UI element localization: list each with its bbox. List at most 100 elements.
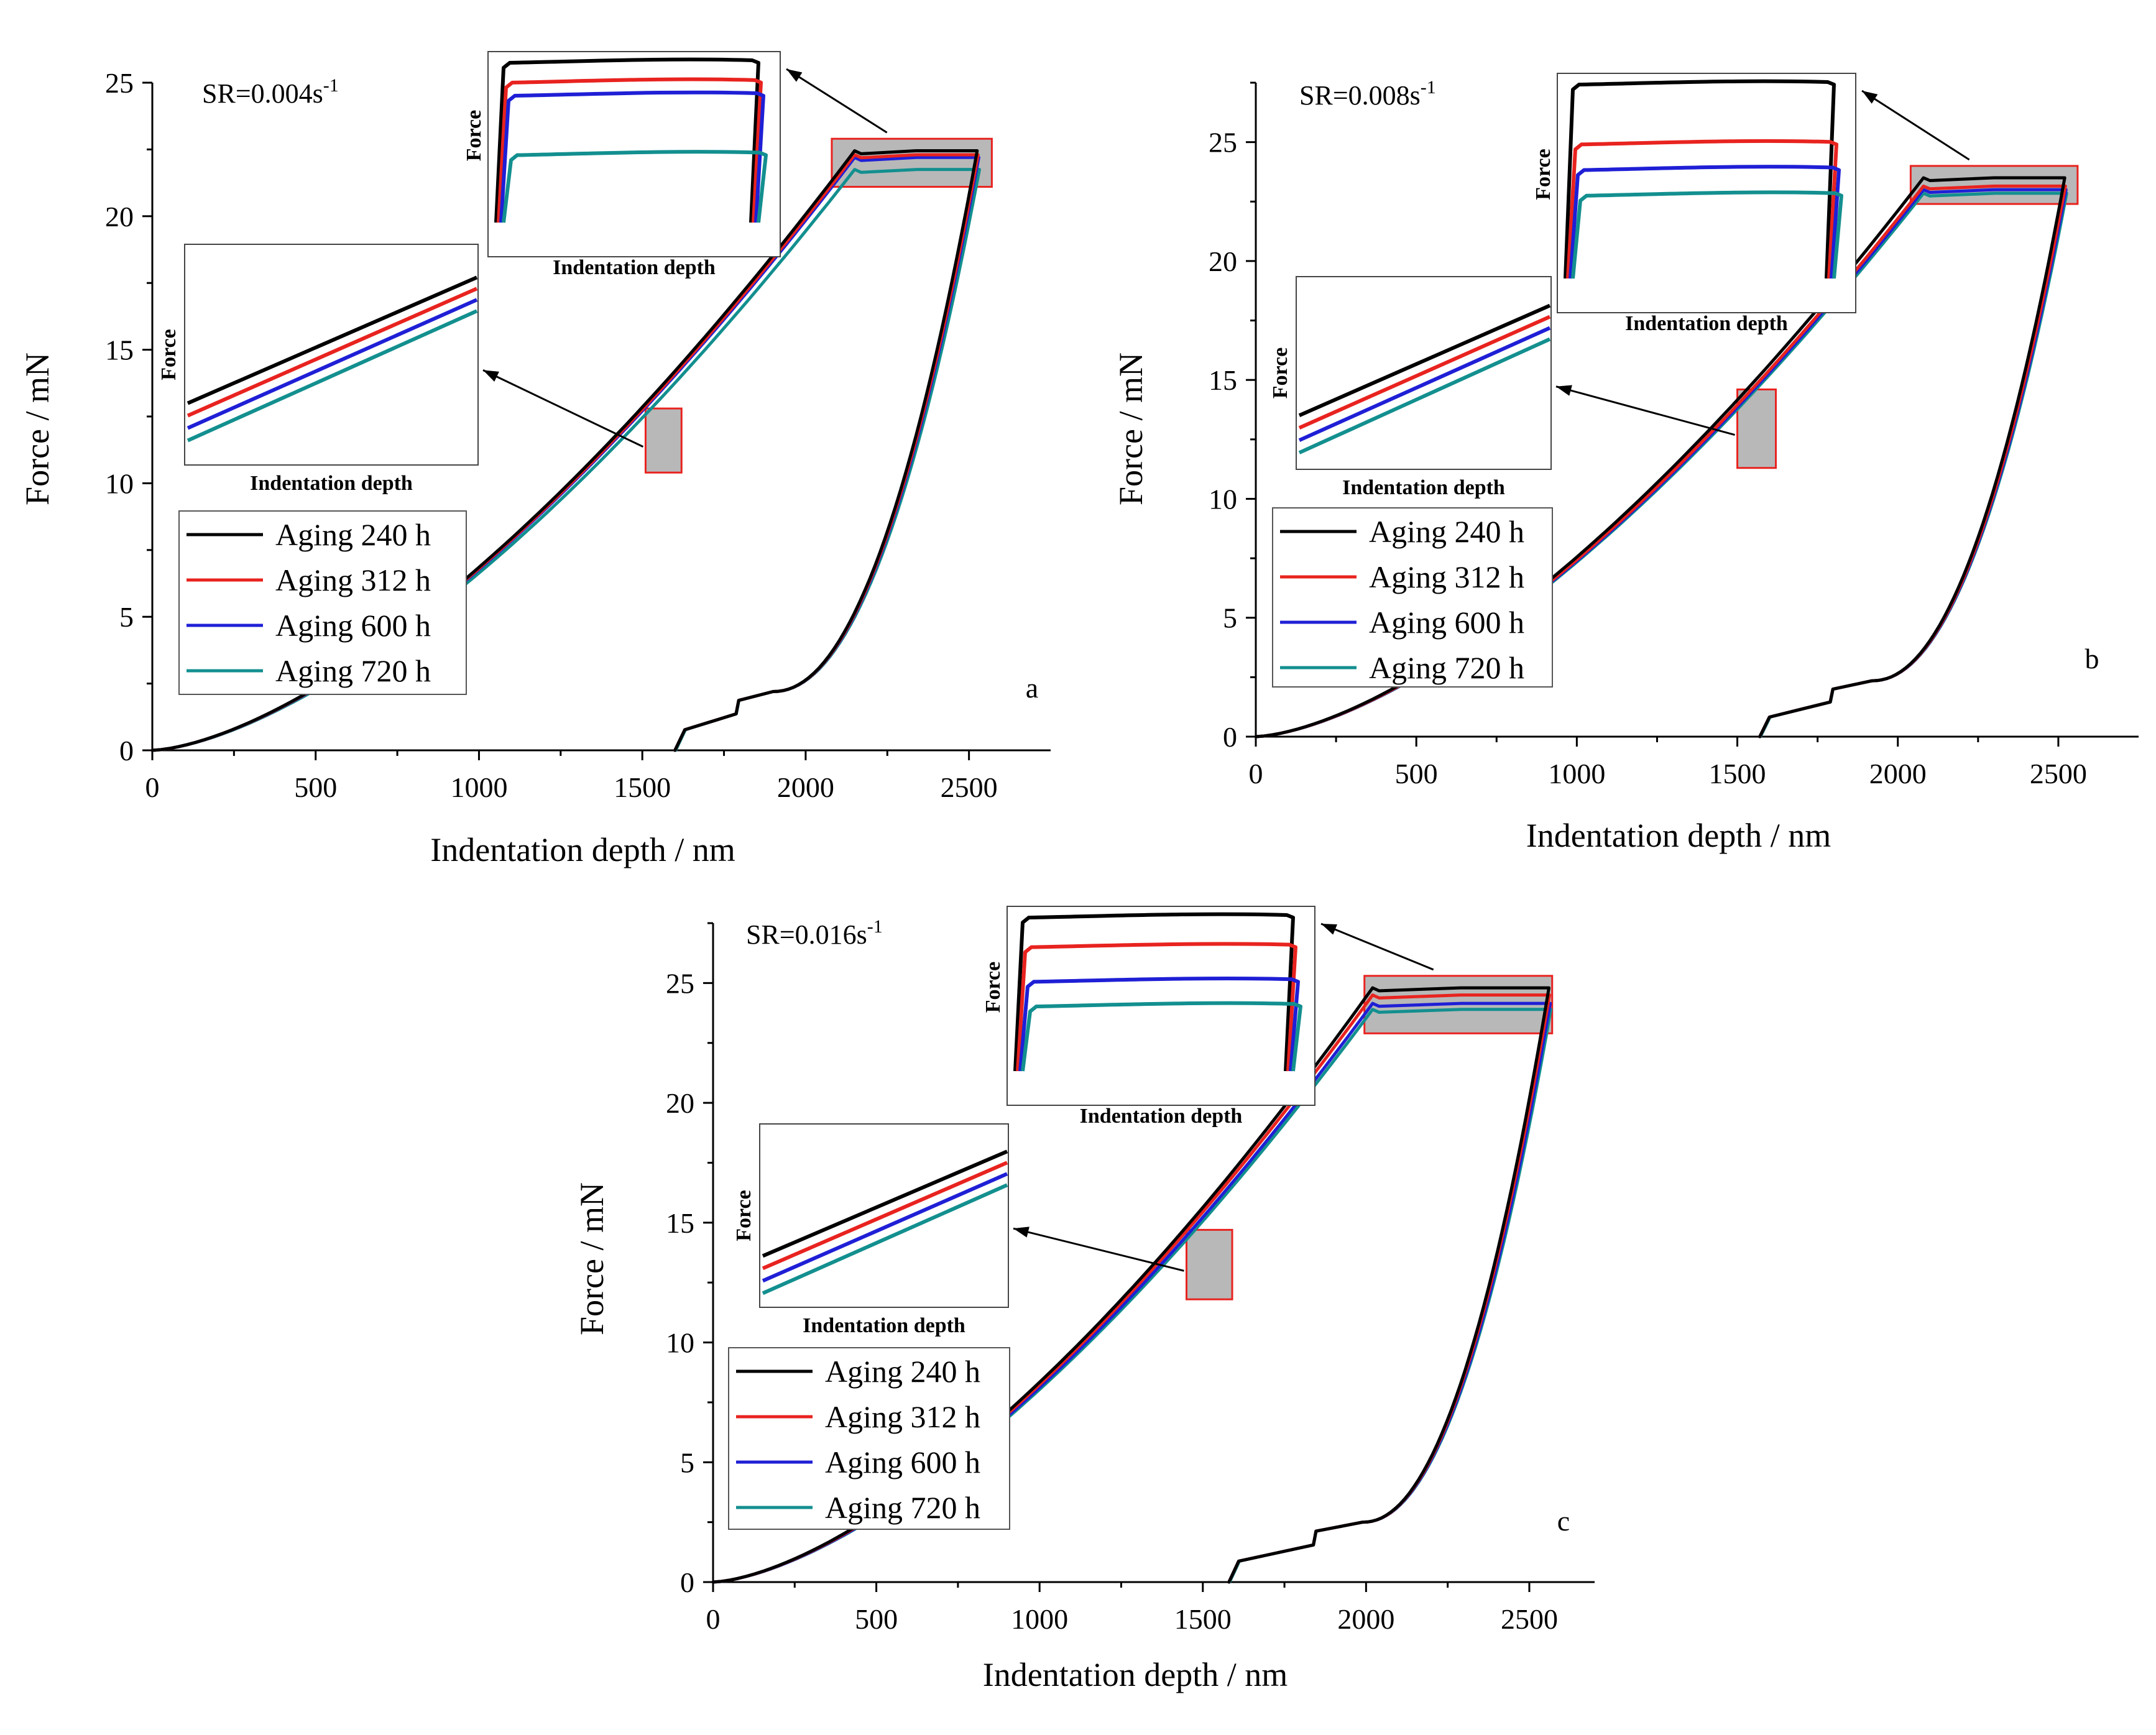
loading-inset-line xyxy=(187,287,478,418)
x-tick-label: 2000 xyxy=(1337,1603,1394,1635)
loading-inset-ylabel: Force xyxy=(157,329,180,380)
legend-label: Aging 600 h xyxy=(275,608,431,643)
chart-panel-b: 0 500 1000 1500 2000 2500 0 5 10 15 20 25 Indentatio… xyxy=(1112,73,2139,854)
y-axis-label: Force / mN xyxy=(573,1182,610,1335)
loading-inset-xlabel: Indentation depth xyxy=(803,1314,965,1337)
legend-label: Aging 312 h xyxy=(1369,559,1524,594)
legend-box xyxy=(178,510,467,695)
y-tick-label: 15 xyxy=(105,334,134,366)
loading-highlight-box xyxy=(1186,1228,1233,1300)
y-tick-label: 5 xyxy=(680,1447,694,1478)
loading-inset-line xyxy=(762,1172,1008,1283)
legend-label: Aging 600 h xyxy=(825,1445,980,1480)
y-tick-label: 25 xyxy=(1209,127,1237,159)
loading-inset-line xyxy=(1298,303,1551,417)
y-tick-label: 5 xyxy=(1223,602,1237,634)
panel-letter: b xyxy=(2085,643,2099,674)
x-axis-label: Indentation depth / nm xyxy=(430,831,735,868)
strain-rate-label: SR=0.008s-1 xyxy=(1299,77,1436,111)
strain-rate-exponent: -1 xyxy=(867,916,883,937)
loading-zoom-arrow-head xyxy=(1013,1226,1030,1238)
loading-inset-line xyxy=(1298,326,1551,442)
loading-zoom-arrow xyxy=(1013,1227,1184,1272)
x-tick-label: 500 xyxy=(1395,758,1438,789)
legend-label: Aging 240 h xyxy=(1369,514,1524,549)
loading-inset-line xyxy=(1298,315,1551,430)
y-tick-label: 0 xyxy=(119,735,134,766)
chart-panel-c: 0 500 1000 1500 2000 2500 0 5 10 15 20 25 Indentatio… xyxy=(573,906,1595,1693)
hold-highlight-box xyxy=(831,137,993,188)
hold-zoom-arrow-head xyxy=(1321,924,1337,935)
hold-inset-xlabel: Indentation depth xyxy=(1080,1105,1243,1128)
loading-inset-line xyxy=(762,1161,1008,1271)
panel-letter: c xyxy=(1557,1505,1570,1537)
hold-inset-line xyxy=(497,77,763,223)
panel-letter: a xyxy=(1026,672,1038,704)
loading-zoom-arrow-head xyxy=(483,370,499,382)
hold-inset-line xyxy=(1013,912,1295,1072)
x-tick-label: 0 xyxy=(706,1603,721,1635)
loading-inset-line xyxy=(187,275,478,405)
loading-inset-line xyxy=(1298,337,1551,454)
x-tick-label: 1000 xyxy=(450,771,507,803)
y-axis-label: Force / mN xyxy=(1112,352,1149,505)
hold-zoom-arrow-head xyxy=(1862,91,1878,104)
x-tick-label: 500 xyxy=(855,1603,898,1635)
loading-inset-xlabel: Indentation depth xyxy=(250,472,413,495)
legend-label: Aging 312 h xyxy=(275,563,431,597)
hold-inset-line xyxy=(499,90,765,223)
x-tick-label: 2000 xyxy=(777,771,834,803)
loading-inset-line xyxy=(187,298,478,430)
loading-zoom-arrow xyxy=(1555,385,1735,436)
y-tick-label: 20 xyxy=(666,1087,694,1119)
hold-inset-line xyxy=(1018,976,1300,1072)
x-tick-label: 2500 xyxy=(1501,1603,1558,1635)
y-tick-label: 10 xyxy=(666,1327,694,1359)
strain-rate-exponent: -1 xyxy=(1421,77,1436,98)
loading-zoom-arrow xyxy=(482,369,644,448)
strain-rate-label: SR=0.016s-1 xyxy=(746,916,883,950)
hold-zoom-arrow xyxy=(1320,923,1434,971)
chart-panel-a: 0 500 1000 1500 2000 2500 0 5 10 15 20 25 Indentatio… xyxy=(19,51,1051,868)
x-tick-label: 1000 xyxy=(1011,1603,1068,1635)
hold-inset-ylabel: Force xyxy=(1532,149,1555,200)
x-axis-label: Indentation depth / nm xyxy=(1526,817,1831,854)
hold-inset-ylabel: Force xyxy=(463,110,486,161)
hold-inset-ylabel: Force xyxy=(982,962,1005,1013)
loading-inset-line xyxy=(187,309,478,443)
loading-zoom-arrow-head xyxy=(1556,385,1572,396)
y-tick-label: 20 xyxy=(105,201,134,232)
legend-label: Aging 720 h xyxy=(825,1490,980,1525)
x-tick-label: 500 xyxy=(294,771,337,803)
y-tick-label: 25 xyxy=(105,67,134,99)
legend-label: Aging 720 h xyxy=(275,653,431,688)
hold-inset-line xyxy=(1571,190,1843,279)
x-tick-label: 1500 xyxy=(1174,1603,1232,1635)
y-tick-label: 15 xyxy=(1209,364,1237,396)
x-tick-label: 1000 xyxy=(1548,758,1605,789)
loading-inset-ylabel: Force xyxy=(1269,347,1292,398)
loading-inset-ylabel: Force xyxy=(732,1190,755,1241)
y-tick-label: 10 xyxy=(1209,483,1237,515)
x-tick-label: 0 xyxy=(1249,758,1263,789)
legend-label: Aging 240 h xyxy=(825,1354,980,1389)
legend-box xyxy=(1272,507,1553,688)
y-axis-label: Force / mN xyxy=(19,352,56,505)
x-tick-label: 1500 xyxy=(614,771,671,803)
x-tick-label: 0 xyxy=(145,771,160,803)
strain-rate-label: SR=0.004s-1 xyxy=(202,75,339,109)
hold-inset-line xyxy=(494,57,760,223)
strain-rate-exponent: -1 xyxy=(323,75,339,96)
hold-inset-line xyxy=(1566,139,1838,279)
hold-inset-line xyxy=(502,150,768,223)
legend-label: Aging 720 h xyxy=(1369,650,1524,685)
legend-label: Aging 240 h xyxy=(275,517,431,552)
loading-inset-xlabel: Indentation depth xyxy=(1342,476,1505,499)
hold-inset-line xyxy=(1564,79,1836,279)
y-tick-label: 20 xyxy=(1209,246,1237,277)
legend-box xyxy=(728,1347,1010,1530)
legend-label: Aging 600 h xyxy=(1369,605,1524,640)
x-tick-label: 1500 xyxy=(1709,758,1766,789)
hold-zoom-arrow xyxy=(1861,90,1970,161)
